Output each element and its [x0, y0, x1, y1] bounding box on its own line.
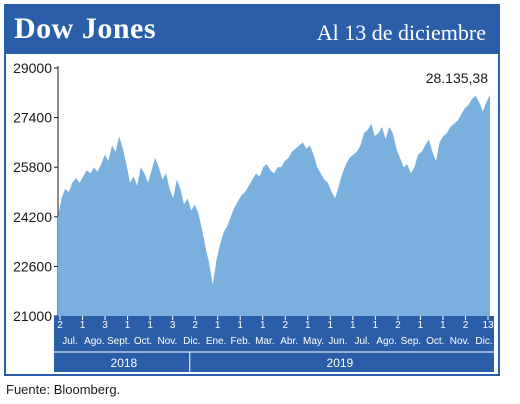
y-tick-label: 27400	[13, 110, 52, 126]
x-day-label: 1	[237, 320, 243, 331]
x-day-label: 1	[350, 320, 356, 331]
dow-jones-area-series	[58, 94, 490, 316]
y-tick-label: 22600	[13, 258, 52, 274]
x-day-label: 13	[482, 320, 494, 331]
x-month-label: Nov.	[450, 336, 470, 347]
x-month-label: Jul.	[62, 336, 78, 347]
x-day-label: 3	[102, 320, 108, 331]
x-year-label: 2019	[327, 356, 354, 370]
x-day-label: 1	[215, 320, 221, 331]
x-year-label: 2018	[111, 356, 138, 370]
x-month-label: Dic.	[183, 336, 200, 347]
x-month-label: Mar.	[255, 336, 274, 347]
x-day-label: 2	[57, 320, 63, 331]
x-day-label: 1	[147, 320, 153, 331]
x-day-label: 1	[260, 320, 266, 331]
source-note: Fuente: Bloomberg.	[6, 382, 121, 397]
x-month-label: Nov.	[157, 336, 177, 347]
x-month-label: Jun.	[328, 336, 347, 347]
x-day-label: 2	[282, 320, 288, 331]
x-day-label: 1	[373, 320, 379, 331]
x-day-label: 1	[418, 320, 424, 331]
y-axis: 21000 22600 24200 25800 27400 29000	[13, 60, 59, 324]
x-day-label: 2	[463, 320, 469, 331]
x-day-label: 1	[80, 320, 86, 331]
x-month-label: Sep.	[401, 336, 422, 347]
x-axis-bar	[54, 316, 494, 372]
x-month-label: Jul.	[354, 336, 370, 347]
x-day-label: 1	[440, 320, 446, 331]
x-month-label: Oct.	[426, 336, 444, 347]
x-day-label: 2	[395, 320, 401, 331]
chart-title: Dow Jones	[14, 12, 157, 45]
x-month-label: Abr.	[280, 336, 298, 347]
x-month-label: Feb.	[230, 336, 250, 347]
x-day-label: 1	[328, 320, 334, 331]
last-value-annotation: 28.135,38	[426, 70, 488, 86]
x-day-label: 1	[305, 320, 311, 331]
x-day-label: 1	[125, 320, 131, 331]
x-month-label: Dic.	[475, 336, 492, 347]
chart-header: Dow Jones Al 13 de diciembre	[6, 6, 498, 54]
x-month-label: Ago.	[376, 336, 397, 347]
x-day-label: 2	[192, 320, 198, 331]
x-month-label: Ene.	[206, 336, 227, 347]
x-day-label: 3	[170, 320, 176, 331]
y-tick-label: 21000	[13, 308, 52, 324]
x-month-label: May.	[303, 336, 324, 347]
chart-date-subtitle: Al 13 de diciembre	[316, 20, 486, 45]
x-month-label: Sept.	[107, 336, 130, 347]
x-month-label: Oct.	[134, 336, 152, 347]
x-month-label: Ago.	[84, 336, 105, 347]
y-tick-label: 29000	[13, 60, 52, 76]
y-tick-label: 24200	[13, 209, 52, 225]
y-tick-label: 25800	[13, 159, 52, 175]
